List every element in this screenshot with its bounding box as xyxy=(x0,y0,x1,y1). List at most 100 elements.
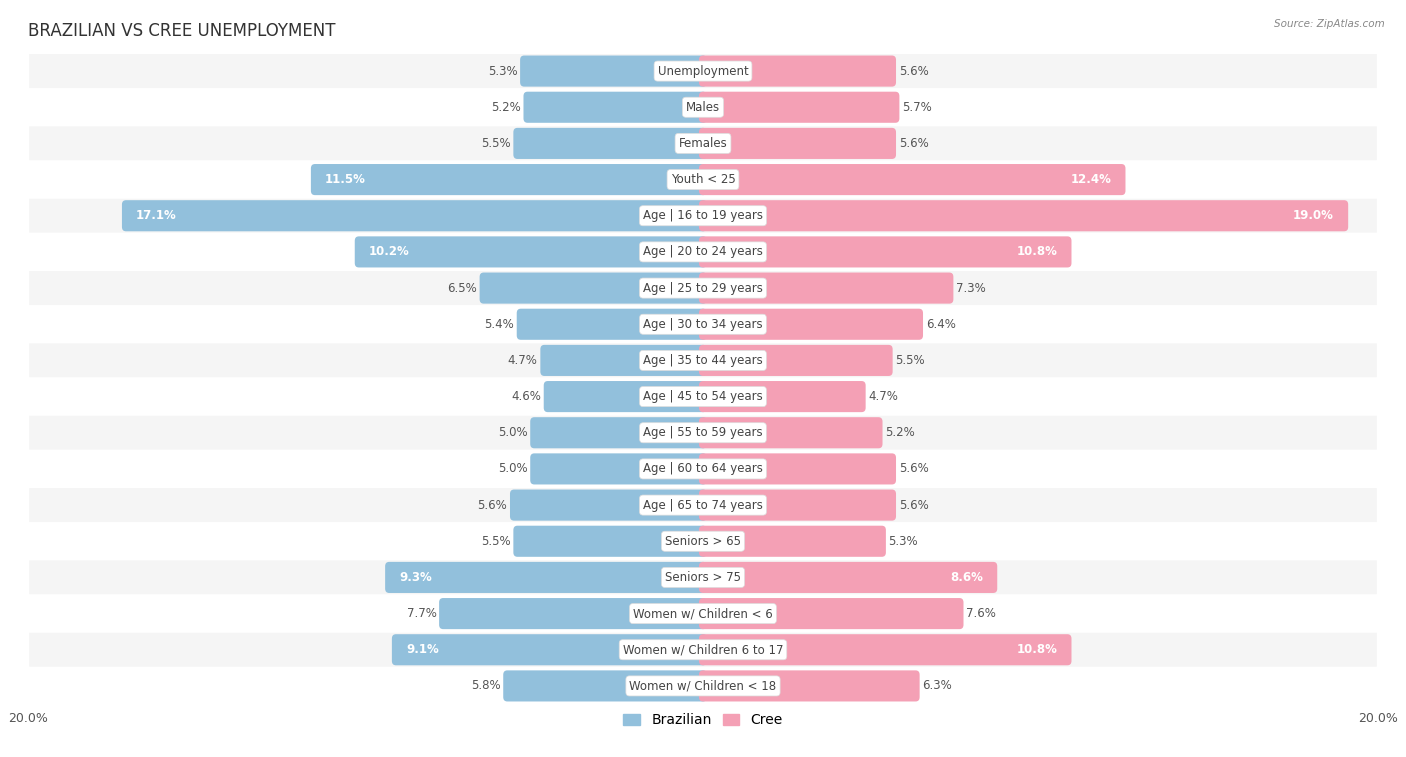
Text: Seniors > 65: Seniors > 65 xyxy=(665,534,741,548)
Text: 5.2%: 5.2% xyxy=(491,101,520,114)
FancyBboxPatch shape xyxy=(699,309,922,340)
Text: Age | 65 to 74 years: Age | 65 to 74 years xyxy=(643,499,763,512)
Text: 5.6%: 5.6% xyxy=(898,137,928,150)
Text: BRAZILIAN VS CREE UNEMPLOYMENT: BRAZILIAN VS CREE UNEMPLOYMENT xyxy=(28,22,336,40)
Text: 7.6%: 7.6% xyxy=(966,607,995,620)
Text: 10.2%: 10.2% xyxy=(368,245,409,258)
Text: 5.4%: 5.4% xyxy=(484,318,515,331)
FancyBboxPatch shape xyxy=(28,161,1378,198)
Text: 10.8%: 10.8% xyxy=(1017,245,1057,258)
Text: 9.1%: 9.1% xyxy=(406,643,439,656)
FancyBboxPatch shape xyxy=(699,525,886,557)
Text: 8.6%: 8.6% xyxy=(950,571,983,584)
Text: 12.4%: 12.4% xyxy=(1070,173,1111,186)
Text: 4.7%: 4.7% xyxy=(869,390,898,403)
FancyBboxPatch shape xyxy=(28,378,1378,415)
Text: Unemployment: Unemployment xyxy=(658,64,748,77)
Text: 7.3%: 7.3% xyxy=(956,282,986,294)
Text: 5.3%: 5.3% xyxy=(889,534,918,548)
Text: Age | 25 to 29 years: Age | 25 to 29 years xyxy=(643,282,763,294)
FancyBboxPatch shape xyxy=(699,236,1071,267)
FancyBboxPatch shape xyxy=(544,381,707,412)
FancyBboxPatch shape xyxy=(439,598,707,629)
FancyBboxPatch shape xyxy=(122,200,707,232)
Text: 11.5%: 11.5% xyxy=(325,173,366,186)
FancyBboxPatch shape xyxy=(311,164,707,195)
FancyBboxPatch shape xyxy=(530,453,707,484)
FancyBboxPatch shape xyxy=(699,164,1125,195)
Text: 5.0%: 5.0% xyxy=(498,426,527,439)
Text: Women w/ Children 6 to 17: Women w/ Children 6 to 17 xyxy=(623,643,783,656)
Text: 10.8%: 10.8% xyxy=(1017,643,1057,656)
FancyBboxPatch shape xyxy=(28,559,1378,596)
Text: 5.6%: 5.6% xyxy=(478,499,508,512)
Text: Age | 55 to 59 years: Age | 55 to 59 years xyxy=(643,426,763,439)
Text: Age | 45 to 54 years: Age | 45 to 54 years xyxy=(643,390,763,403)
FancyBboxPatch shape xyxy=(540,345,707,376)
Text: Age | 60 to 64 years: Age | 60 to 64 years xyxy=(643,463,763,475)
Text: 4.6%: 4.6% xyxy=(512,390,541,403)
Text: Females: Females xyxy=(679,137,727,150)
FancyBboxPatch shape xyxy=(699,381,866,412)
FancyBboxPatch shape xyxy=(699,92,900,123)
Text: 5.2%: 5.2% xyxy=(886,426,915,439)
FancyBboxPatch shape xyxy=(699,598,963,629)
FancyBboxPatch shape xyxy=(699,562,997,593)
FancyBboxPatch shape xyxy=(28,234,1378,270)
Text: Source: ZipAtlas.com: Source: ZipAtlas.com xyxy=(1274,19,1385,29)
Text: Seniors > 75: Seniors > 75 xyxy=(665,571,741,584)
Text: 5.6%: 5.6% xyxy=(898,499,928,512)
FancyBboxPatch shape xyxy=(28,451,1378,487)
Text: 5.8%: 5.8% xyxy=(471,680,501,693)
FancyBboxPatch shape xyxy=(392,634,707,665)
Text: 5.7%: 5.7% xyxy=(903,101,932,114)
FancyBboxPatch shape xyxy=(28,596,1378,631)
FancyBboxPatch shape xyxy=(513,128,707,159)
FancyBboxPatch shape xyxy=(28,342,1378,378)
Text: Age | 20 to 24 years: Age | 20 to 24 years xyxy=(643,245,763,258)
Text: 9.3%: 9.3% xyxy=(399,571,432,584)
Text: 6.5%: 6.5% xyxy=(447,282,477,294)
FancyBboxPatch shape xyxy=(530,417,707,448)
FancyBboxPatch shape xyxy=(354,236,707,267)
FancyBboxPatch shape xyxy=(699,55,896,86)
FancyBboxPatch shape xyxy=(523,92,707,123)
FancyBboxPatch shape xyxy=(699,490,896,521)
FancyBboxPatch shape xyxy=(699,453,896,484)
Text: Women w/ Children < 18: Women w/ Children < 18 xyxy=(630,680,776,693)
Text: 17.1%: 17.1% xyxy=(136,209,177,223)
Text: 5.0%: 5.0% xyxy=(498,463,527,475)
Text: Age | 16 to 19 years: Age | 16 to 19 years xyxy=(643,209,763,223)
FancyBboxPatch shape xyxy=(699,345,893,376)
FancyBboxPatch shape xyxy=(520,55,707,86)
FancyBboxPatch shape xyxy=(385,562,707,593)
FancyBboxPatch shape xyxy=(28,89,1378,126)
Text: 6.4%: 6.4% xyxy=(925,318,956,331)
Text: Age | 30 to 34 years: Age | 30 to 34 years xyxy=(643,318,763,331)
Text: 6.3%: 6.3% xyxy=(922,680,952,693)
FancyBboxPatch shape xyxy=(699,671,920,702)
FancyBboxPatch shape xyxy=(513,525,707,557)
FancyBboxPatch shape xyxy=(699,273,953,304)
FancyBboxPatch shape xyxy=(28,270,1378,306)
FancyBboxPatch shape xyxy=(28,631,1378,668)
FancyBboxPatch shape xyxy=(699,200,1348,232)
FancyBboxPatch shape xyxy=(28,126,1378,161)
FancyBboxPatch shape xyxy=(699,634,1071,665)
Legend: Brazilian, Cree: Brazilian, Cree xyxy=(617,708,789,733)
FancyBboxPatch shape xyxy=(28,487,1378,523)
FancyBboxPatch shape xyxy=(28,415,1378,451)
Text: 19.0%: 19.0% xyxy=(1294,209,1334,223)
FancyBboxPatch shape xyxy=(28,198,1378,234)
FancyBboxPatch shape xyxy=(517,309,707,340)
FancyBboxPatch shape xyxy=(479,273,707,304)
FancyBboxPatch shape xyxy=(28,306,1378,342)
Text: 5.5%: 5.5% xyxy=(481,137,510,150)
FancyBboxPatch shape xyxy=(699,417,883,448)
Text: Males: Males xyxy=(686,101,720,114)
Text: Women w/ Children < 6: Women w/ Children < 6 xyxy=(633,607,773,620)
Text: 5.6%: 5.6% xyxy=(898,463,928,475)
FancyBboxPatch shape xyxy=(510,490,707,521)
FancyBboxPatch shape xyxy=(28,668,1378,704)
Text: Youth < 25: Youth < 25 xyxy=(671,173,735,186)
